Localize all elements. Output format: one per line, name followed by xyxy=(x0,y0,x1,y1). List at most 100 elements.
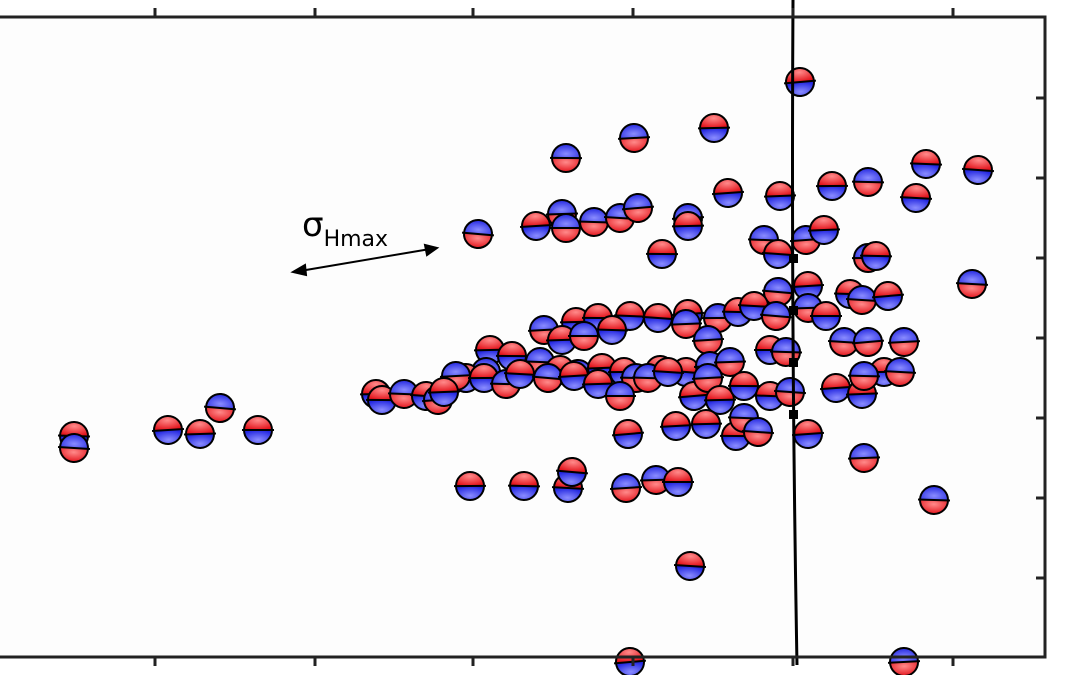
ball-top xyxy=(674,212,702,227)
ball-bottom xyxy=(848,299,876,314)
ball-bottom xyxy=(558,470,586,486)
ball-bottom xyxy=(492,383,520,398)
nodal-plane xyxy=(697,126,731,130)
beach-ball xyxy=(581,369,615,399)
ball-top xyxy=(614,420,642,436)
ball-bottom xyxy=(470,377,498,392)
ball-bottom xyxy=(862,255,890,270)
ball-top xyxy=(154,416,182,431)
ball-bottom xyxy=(716,361,744,376)
ball-bottom xyxy=(674,225,702,240)
beach-ball xyxy=(961,155,995,185)
ball-bottom xyxy=(776,390,804,406)
nodal-plane xyxy=(183,432,217,436)
ball-top xyxy=(964,156,992,172)
ball-bottom xyxy=(744,430,772,446)
ball-bottom xyxy=(534,376,562,392)
ball-bottom xyxy=(706,399,734,414)
ball-top xyxy=(606,382,634,396)
beach-ball xyxy=(955,269,989,299)
ball-top xyxy=(430,378,458,393)
nodal-plane xyxy=(439,374,473,378)
nodal-plane xyxy=(845,392,879,396)
ball-top xyxy=(694,364,722,379)
ball-bottom xyxy=(964,168,992,184)
beach-ball xyxy=(815,171,849,201)
ball-bottom xyxy=(510,485,538,500)
nodal-plane xyxy=(621,205,655,211)
beach-ball xyxy=(545,325,579,355)
beach-ball xyxy=(57,433,91,463)
nodal-plane xyxy=(759,313,793,319)
ball-bottom xyxy=(154,429,182,444)
ball-bottom xyxy=(206,406,234,422)
ball-top xyxy=(854,168,882,183)
nodal-plane xyxy=(651,369,685,375)
beach-ball xyxy=(669,309,703,339)
nodal-plane xyxy=(711,190,745,196)
ball-bottom xyxy=(60,447,88,462)
ball-bottom xyxy=(606,217,634,232)
beach-ball xyxy=(763,181,797,211)
ball-bottom xyxy=(958,283,986,298)
nodal-plane xyxy=(917,498,951,502)
beach-ball xyxy=(555,457,589,487)
ball-top xyxy=(244,416,272,430)
nodal-plane xyxy=(617,136,651,140)
ball-top xyxy=(498,342,526,357)
beach-ball xyxy=(427,377,461,407)
ball-bottom xyxy=(818,185,846,200)
ball-bottom xyxy=(764,252,792,268)
beach-ball xyxy=(621,193,655,223)
ball-bottom xyxy=(730,385,758,400)
ball-bottom xyxy=(616,660,644,675)
ball-bottom xyxy=(664,482,692,496)
beach-ball xyxy=(887,647,921,675)
ball-top xyxy=(794,420,822,436)
ball-bottom xyxy=(890,661,918,675)
beach-ball xyxy=(703,385,737,415)
nodal-plane xyxy=(691,337,725,343)
ball-top xyxy=(186,420,214,435)
ball-top xyxy=(510,472,538,487)
stations xyxy=(789,254,798,419)
ball-bottom xyxy=(830,341,858,356)
ball-top xyxy=(206,394,234,410)
ball-top xyxy=(560,362,588,377)
ball-bottom xyxy=(644,316,672,332)
nodal-plane xyxy=(151,427,185,433)
ball-top xyxy=(368,386,396,401)
beach-ball xyxy=(387,379,421,409)
nodal-plane xyxy=(961,167,995,173)
ball-bottom xyxy=(368,399,396,414)
nodal-plane xyxy=(713,360,747,364)
nodal-plane xyxy=(691,376,725,380)
beach-ball xyxy=(917,485,951,515)
arrow-head xyxy=(290,263,308,277)
ball-top xyxy=(810,216,838,231)
ball-top xyxy=(60,434,88,449)
beach-ball xyxy=(871,281,905,311)
ball-bottom xyxy=(822,386,850,402)
beach-ball xyxy=(711,178,745,208)
beach-ball xyxy=(851,167,885,197)
ball-top xyxy=(648,240,676,255)
nodal-plane xyxy=(503,372,537,376)
ball-top xyxy=(714,179,742,195)
ball-top xyxy=(584,370,612,385)
beach-ball xyxy=(645,239,679,269)
ball-top xyxy=(442,362,470,377)
ball-top xyxy=(740,292,768,307)
beach-ball xyxy=(810,301,842,331)
beach-ball xyxy=(151,415,185,445)
ball-bottom xyxy=(902,197,930,212)
ball-top xyxy=(890,328,918,343)
nodal-plane xyxy=(577,220,611,224)
ball-top xyxy=(624,194,652,210)
ball-bottom xyxy=(570,336,598,350)
ball-bottom xyxy=(620,137,648,152)
ball-top xyxy=(662,412,690,427)
beach-ball xyxy=(609,473,643,503)
beach-ball xyxy=(453,471,487,501)
